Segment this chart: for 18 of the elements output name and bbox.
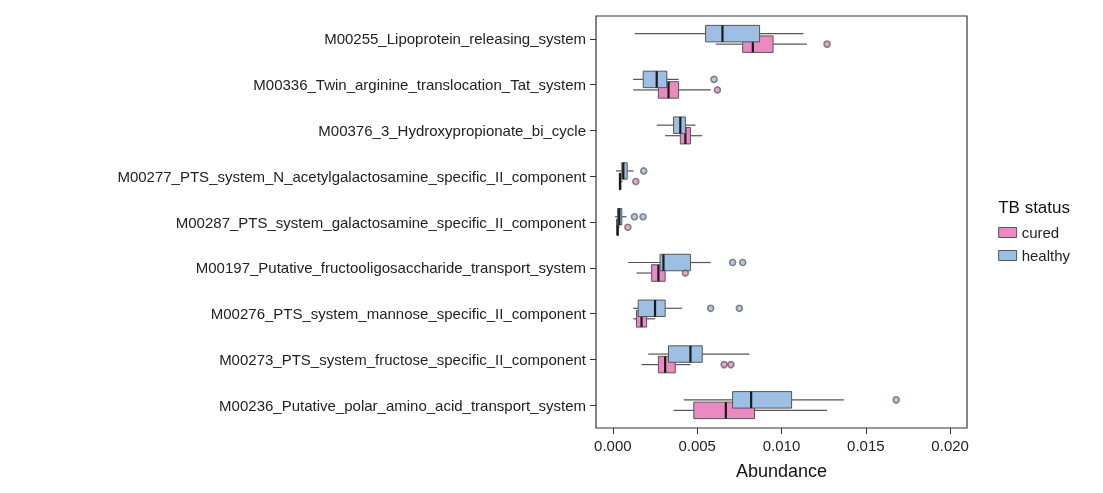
legend-label: cured	[1021, 224, 1060, 241]
x-axis-title: Abundance	[735, 461, 828, 481]
y-tick-label: M00255_Lipoprotein_releasing_system	[324, 30, 586, 48]
legend-title: TB status	[998, 198, 1071, 217]
y-tick-label: M00276_PTS_system_mannose_specific_II_component	[210, 305, 587, 323]
x-tick-label: 0.000	[594, 437, 632, 454]
y-tick-label: M00236_Putative_polar_amino_acid_transport_system	[219, 396, 586, 414]
legend-label: healthy	[1021, 247, 1071, 264]
x-tick-label: 0.005	[678, 437, 716, 454]
y-tick-label: M00277_PTS_system_N_acetylgalactosamine_specific_II_component	[117, 167, 587, 185]
y-tick-label: M00376_3_Hydroxypropionate_bi_cycle	[318, 121, 586, 139]
x-tick-label: 0.020	[931, 437, 969, 454]
y-tick-label: M00273_PTS_system_fructose_specific_II_component	[219, 350, 587, 368]
x-tick-label: 0.015	[847, 437, 885, 454]
y-tick-label: M00287_PTS_system_galactosamine_specific_II_component	[175, 213, 587, 231]
y-tick-label: M00197_Putative_fructooligosaccharide_transport_system	[195, 259, 586, 277]
y-tick-label: M00336_Twin_arginine_translocation_Tat_system	[253, 76, 586, 94]
x-tick-label: 0.010	[762, 437, 801, 454]
